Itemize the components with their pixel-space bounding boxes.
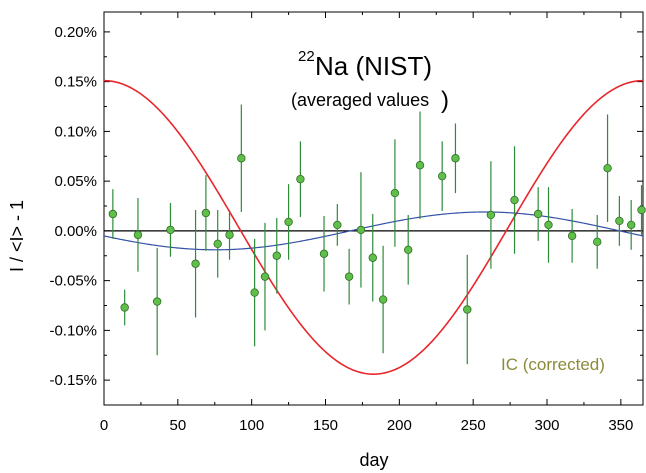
data-point	[368, 253, 377, 262]
y-tick-label: 0.20%	[54, 24, 97, 41]
data-point	[344, 272, 354, 281]
blue-fit-curve	[103, 211, 644, 251]
red-modulation-curve	[103, 79, 644, 375]
x-tick-label: 0	[100, 417, 108, 434]
curves	[103, 79, 644, 375]
data-point	[213, 239, 222, 249]
data-point	[120, 303, 129, 312]
data-point	[201, 208, 211, 218]
chart-title: Na (NIST)	[315, 51, 432, 81]
y-tick-label: 0.00%	[54, 223, 97, 240]
data-point	[544, 220, 553, 230]
y-tick-label: 0.10%	[54, 123, 97, 140]
data-point	[333, 220, 342, 230]
data-point	[615, 216, 624, 226]
x-tick-label: 350	[608, 417, 633, 434]
x-tick-label: 100	[239, 417, 264, 434]
data-point	[356, 225, 366, 235]
x-tick-label: 250	[461, 417, 486, 434]
x-tick-label: 300	[534, 417, 559, 434]
x-tick-label: 150	[313, 417, 338, 434]
data-point	[415, 161, 425, 170]
data-point	[191, 259, 200, 268]
data-point	[404, 245, 413, 254]
data-point	[378, 295, 388, 304]
data-point	[152, 297, 162, 306]
data-point	[260, 272, 270, 281]
data-point	[437, 171, 447, 181]
y-tick-label: 0.05%	[54, 173, 97, 190]
data-point	[272, 251, 281, 260]
data-point	[603, 164, 612, 173]
data-point	[593, 237, 602, 247]
y-axis-label: I / <I> - 1	[7, 200, 27, 272]
y-tick-label: -0.10%	[49, 322, 97, 339]
y-tick-label: -0.15%	[49, 372, 97, 389]
data-point	[250, 288, 259, 297]
data-point	[108, 209, 118, 219]
data-point	[486, 210, 496, 220]
chart-subtitle-paren: )	[441, 87, 449, 114]
data-point	[390, 188, 400, 198]
data-point	[626, 220, 636, 230]
x-tick-label: 200	[387, 417, 412, 434]
x-axis-label: day	[359, 450, 388, 470]
annotation-ic-corrected: IC (corrected)	[501, 355, 605, 374]
data-point	[533, 209, 543, 219]
data-point	[133, 230, 143, 240]
data-point	[451, 154, 460, 163]
data-point	[225, 230, 234, 240]
data-point	[567, 231, 577, 241]
chart-subtitle: (averaged values	[291, 90, 429, 110]
y-tick-label: -0.05%	[49, 273, 97, 290]
data-points	[108, 104, 646, 365]
data-point	[284, 217, 293, 227]
data-point	[319, 249, 329, 258]
data-point	[166, 225, 175, 235]
data-point	[463, 305, 472, 314]
x-tick-label: 50	[169, 417, 186, 434]
tick-labels: -0.15% -0.10% -0.05% 0.00% 0.05% 0.10% 0.15% 0.…	[49, 24, 633, 434]
data-point	[637, 205, 646, 215]
data-point	[237, 154, 246, 163]
data-point	[510, 195, 519, 205]
data-point	[296, 174, 305, 184]
title-superscript: 22	[298, 48, 315, 65]
y-tick-label: 0.15%	[54, 74, 97, 91]
